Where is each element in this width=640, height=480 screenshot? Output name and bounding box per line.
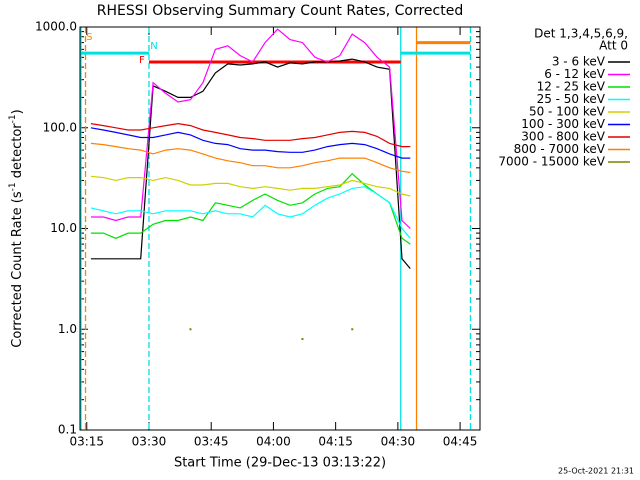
y-tick-label: 1.0	[58, 322, 77, 336]
y-axis-label-part: -1	[8, 114, 18, 123]
series-point	[301, 338, 304, 341]
series-line	[90, 172, 411, 245]
y-axis-label: Corrected Count Rate (s-1 detector-1)	[8, 109, 25, 347]
series	[90, 186, 411, 239]
series	[90, 172, 411, 245]
x-axis-label: Start Time (29-Dec-13 03:13:22)	[174, 456, 386, 471]
series-line	[90, 58, 411, 269]
annotation: N	[150, 41, 157, 52]
y-tick-label: 100.0	[43, 120, 77, 134]
y-tick-label: 10.0	[50, 221, 77, 235]
legend-label: 12 - 25 keV	[537, 80, 606, 94]
series	[90, 28, 411, 229]
x-tick-label: 03:45	[194, 435, 229, 449]
series-point	[351, 328, 354, 331]
x-tick-label: 03:30	[132, 435, 167, 449]
series-point	[189, 328, 192, 331]
x-tick-label: 04:15	[318, 435, 353, 449]
legend-header: Att 0	[599, 39, 628, 53]
x-tick-label: 04:00	[256, 435, 291, 449]
series	[90, 175, 411, 197]
y-axis-label-part: Corrected Count Rate (s	[10, 191, 25, 348]
legend-label: 300 - 800 keV	[521, 130, 605, 144]
y-axis-label-part: detector	[10, 123, 25, 183]
legend-label: 6 - 12 keV	[544, 67, 606, 81]
footer: 25-Oct-2021 21:31	[558, 467, 634, 476]
x-tick-label: 04:30	[381, 435, 416, 449]
y-axis-label-part: )	[10, 109, 25, 114]
legend-label: 50 - 100 keV	[529, 105, 606, 119]
annotation: F	[139, 55, 145, 66]
axes-frame	[79, 26, 481, 431]
series	[90, 58, 411, 269]
y-tick-label: 0.1	[58, 423, 77, 437]
series-line	[90, 175, 411, 197]
series-line	[90, 127, 411, 159]
series	[90, 142, 411, 174]
legend-label: 7000 - 15000 keV	[498, 155, 605, 169]
series-line	[90, 122, 411, 148]
series	[90, 127, 411, 159]
series	[189, 328, 354, 341]
legend-label: 800 - 7000 keV	[514, 142, 606, 156]
x-tick-label: 04:45	[443, 435, 478, 449]
legend-label: 25 - 50 keV	[537, 92, 606, 106]
y-tick-label: 1000.0	[35, 20, 77, 34]
x-tick-label: 03:15	[69, 435, 104, 449]
series-line	[90, 186, 411, 239]
legend-label: 100 - 300 keV	[521, 117, 605, 131]
annotation: S	[86, 32, 92, 43]
series	[90, 122, 411, 148]
legend-header: Det 1,3,4,5,6,9,	[534, 27, 628, 41]
chart-title: RHESSI Observing Summary Count Rates, Co…	[97, 3, 463, 19]
y-axis-label-part: -1	[8, 182, 18, 191]
series-line	[90, 142, 411, 174]
legend-label: 3 - 6 keV	[552, 55, 606, 69]
series-line	[90, 28, 411, 229]
